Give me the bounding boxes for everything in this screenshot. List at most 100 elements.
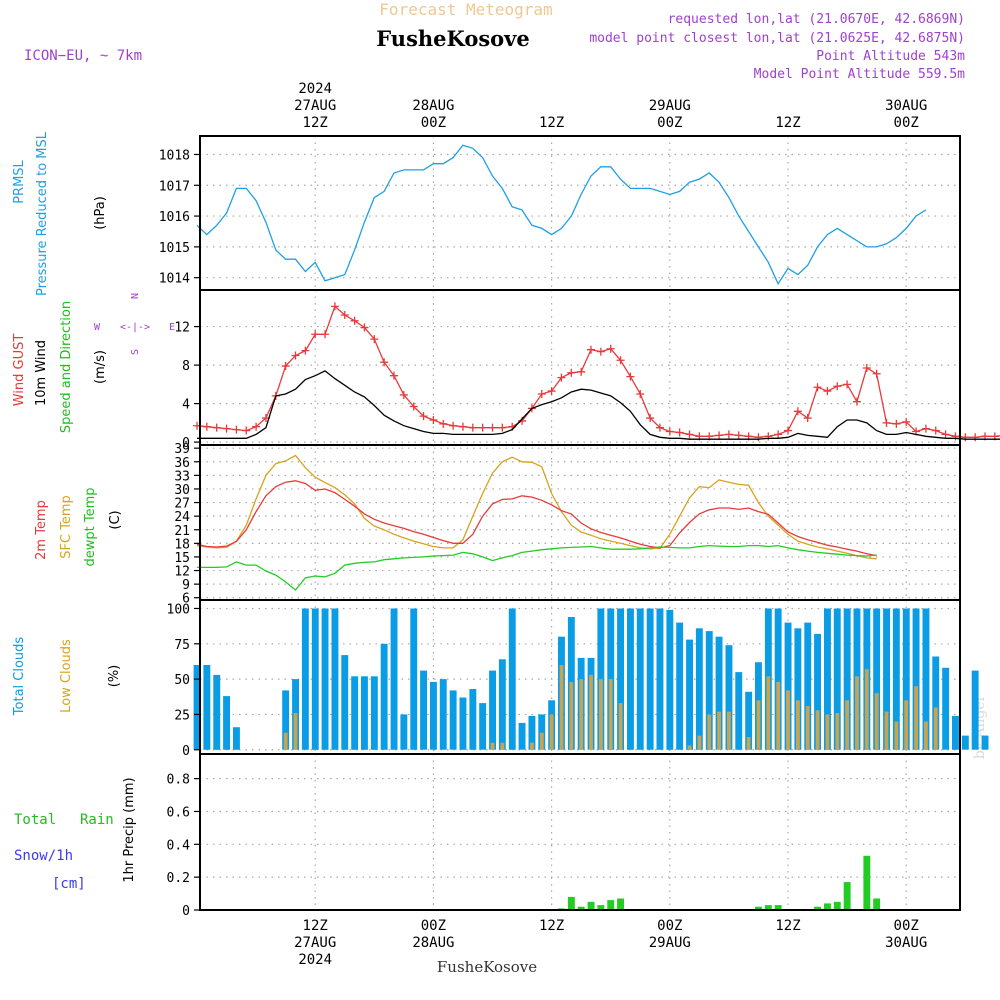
gust-marker (803, 414, 812, 423)
bar-clouds (794, 628, 802, 750)
y-tick-label: 1017 (159, 179, 190, 194)
bar-clouds (894, 721, 899, 750)
label-2m-temp: 2m Temp (34, 500, 49, 560)
label-speed-direction: Speed and Direction (59, 301, 74, 433)
model-point-closest: model point closest lon,lat (21.0625E, 4… (589, 31, 965, 46)
bar-clouds (855, 676, 859, 750)
time-label-bottom: 29AUG (649, 935, 691, 951)
bar-precip (873, 898, 881, 910)
bar-clouds (341, 655, 349, 750)
gust-marker (360, 323, 369, 332)
bar-clouds (400, 714, 408, 750)
time-label-bottom: 27AUG (294, 935, 336, 951)
bar-clouds (774, 608, 782, 750)
gust-marker (626, 372, 635, 381)
time-label-top: 00Z (657, 115, 682, 131)
bar-clouds (301, 608, 309, 750)
gust-marker (498, 423, 507, 432)
bar-clouds (843, 608, 851, 750)
label-hpa: (hPa) (93, 196, 108, 230)
bar-clouds (489, 670, 496, 750)
y-tick-label: 36 (174, 456, 190, 471)
y-tick-label: 1018 (159, 148, 190, 163)
bar-clouds (627, 608, 634, 750)
time-label-top: 28AUG (412, 98, 454, 114)
gust-marker (665, 427, 674, 436)
bar-clouds (646, 608, 654, 750)
gust-marker (941, 430, 950, 439)
bar-clouds (579, 679, 584, 750)
time-label-bottom: 2024 (298, 952, 332, 968)
time-label-bottom: 12Z (775, 918, 800, 934)
bar-clouds (370, 676, 378, 750)
gust-marker (557, 373, 566, 382)
bar-clouds (213, 674, 221, 750)
footer-location: FusheKosove (437, 958, 537, 976)
compass-west: W (94, 322, 101, 333)
bar-clouds (884, 711, 889, 750)
series-line-temp (196, 480, 877, 557)
bar-clouds (617, 608, 624, 750)
bar-clouds (745, 691, 753, 750)
bar-clouds (864, 669, 869, 750)
bar-clouds (825, 714, 830, 750)
bar-clouds (952, 715, 959, 750)
gust-marker (202, 422, 211, 431)
gust-marker (862, 363, 871, 372)
gust-marker (301, 346, 310, 355)
y-tick-label: 75 (174, 638, 190, 653)
gust-marker (488, 423, 497, 432)
bar-clouds (351, 676, 359, 750)
bar-clouds (538, 714, 546, 750)
gust-marker (724, 430, 733, 439)
plot-data (193, 144, 1000, 911)
gust-marker (971, 433, 980, 442)
y-tick-label: 12 (174, 565, 190, 580)
label-prmsl: PRMSL (12, 159, 27, 203)
gust-marker (951, 432, 960, 441)
bar-clouds (549, 714, 554, 750)
gust-marker (636, 389, 645, 398)
bar-clouds (725, 645, 733, 750)
y-tick-label: 4 (182, 398, 190, 413)
bar-precip (567, 896, 575, 910)
bar-precip (764, 905, 772, 910)
bar-clouds (530, 742, 534, 750)
bar-clouds (883, 608, 890, 750)
y-tick-label: 1016 (159, 210, 190, 225)
time-label-bottom: 00Z (657, 918, 682, 934)
bar-clouds (666, 609, 674, 750)
axes-and-ticks: 1014101510161017101804812691215182124273… (159, 81, 961, 968)
bar-clouds (636, 608, 644, 750)
bar-clouds (833, 608, 841, 750)
label-wind-gust: Wind GUST (12, 334, 27, 407)
series-line-wind (196, 305, 1000, 438)
label-total-clouds: Total Clouds (12, 637, 27, 717)
y-tick-label: 30 (174, 483, 190, 498)
gust-marker (774, 430, 783, 439)
label-percent: (%) (107, 665, 122, 688)
label-celsius: (C) (108, 510, 123, 529)
compass-south: S (130, 349, 141, 355)
y-tick-label: 1014 (159, 272, 190, 287)
gust-marker (813, 383, 822, 392)
bar-clouds (873, 608, 881, 750)
bar-clouds (686, 639, 693, 750)
bar-clouds (599, 679, 603, 750)
panel-frame-precip (199, 753, 961, 911)
bar-clouds (490, 742, 495, 750)
bar-clouds (914, 686, 918, 750)
bar-clouds (815, 710, 820, 750)
bar-precip (833, 901, 841, 910)
time-label-top: 12Z (303, 115, 328, 131)
gust-marker (242, 426, 251, 435)
bar-clouds (380, 643, 388, 750)
y-tick-label: 25 (174, 708, 190, 723)
requested-lonlat: requested lon,lat (21.0670E, 42.6869N) (668, 12, 965, 27)
bar-clouds (569, 681, 574, 750)
gust-marker (439, 419, 448, 428)
time-label-top: 27AUG (294, 98, 336, 114)
gust-marker (715, 431, 724, 440)
legend-total: Total (14, 812, 56, 828)
